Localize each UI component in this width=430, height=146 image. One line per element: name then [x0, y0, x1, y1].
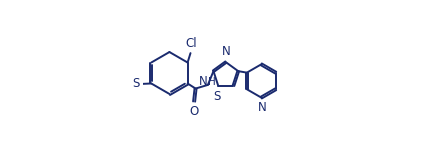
- Text: S: S: [213, 90, 221, 103]
- Text: S: S: [132, 77, 140, 90]
- Text: O: O: [190, 105, 199, 118]
- Text: N: N: [258, 101, 267, 114]
- Text: N: N: [221, 45, 230, 58]
- Text: N: N: [199, 75, 207, 88]
- Text: H: H: [208, 77, 216, 87]
- Text: Cl: Cl: [185, 37, 197, 50]
